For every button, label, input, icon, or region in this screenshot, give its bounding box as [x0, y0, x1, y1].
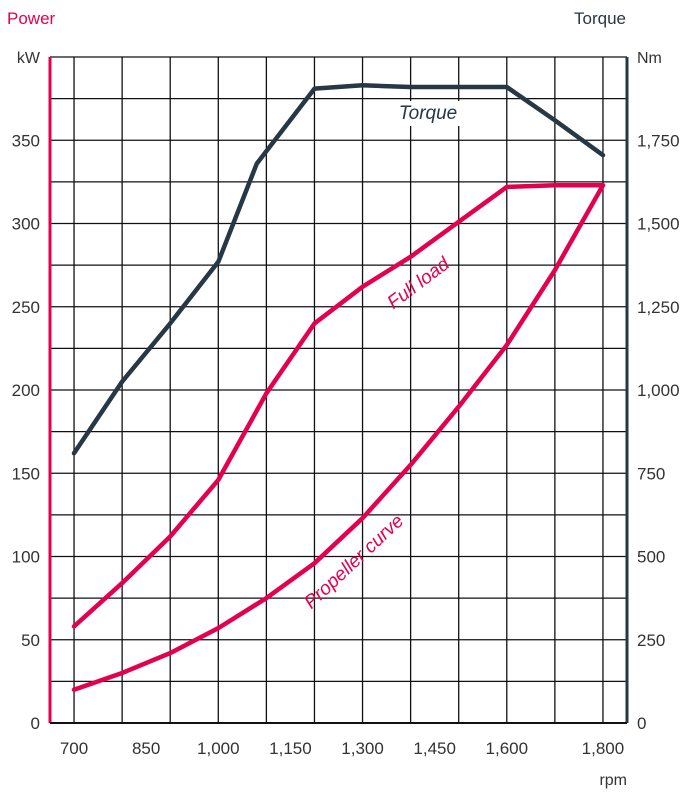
x-tick-label: 1,800	[582, 739, 625, 758]
x-tick-label: 1,000	[197, 739, 240, 758]
x-axis-unit-label: rpm	[599, 772, 627, 789]
y-right-tick-label: 750	[637, 464, 665, 483]
full-load-curve-label: Full load	[384, 253, 455, 314]
tick-labels: 700 850 1,000 1,150 1,300 1,450 1,600 1,800 0 50 1…	[12, 131, 680, 758]
torque-axis-title: Torque	[574, 9, 626, 28]
power-unit-label: kW	[17, 50, 41, 67]
y-left-tick-label: 250	[12, 298, 40, 317]
y-left-tick-label: 50	[21, 631, 40, 650]
y-left-tick-label: 350	[12, 131, 40, 150]
y-left-tick-label: 150	[12, 464, 40, 483]
torque-unit-label: Nm	[637, 50, 662, 67]
x-tick-label: 1,600	[486, 739, 529, 758]
y-right-tick-label: 1,250	[637, 298, 680, 317]
x-tick-label: 850	[132, 739, 160, 758]
y-right-tick-label: 250	[637, 631, 665, 650]
y-left-tick-label: 200	[12, 381, 40, 400]
y-right-tick-label: 1,500	[637, 215, 680, 234]
torque-label-background	[392, 101, 464, 126]
full-load-curve	[71, 182, 606, 629]
y-right-tick-label: 1,000	[637, 381, 680, 400]
power-axis-title: Power	[7, 9, 56, 28]
y-right-tick-label: 0	[637, 714, 646, 733]
y-left-tick-label: 300	[12, 215, 40, 234]
x-tick-label: 1,150	[269, 739, 312, 758]
x-tick-label: 1,300	[341, 739, 384, 758]
y-right-tick-label: 1,750	[637, 131, 680, 150]
torque-curve	[71, 83, 606, 456]
grid	[50, 56, 627, 723]
y-left-tick-label: 0	[31, 714, 40, 733]
y-right-tick-label: 500	[637, 548, 665, 567]
x-tick-label: 700	[60, 739, 88, 758]
propeller-curve-curve	[71, 182, 606, 692]
axes	[48, 57, 629, 724]
torque-curve-label: Torque	[399, 103, 457, 124]
x-tick-label: 1,450	[413, 739, 456, 758]
y-left-tick-label: 100	[12, 548, 40, 567]
curves	[71, 83, 606, 692]
